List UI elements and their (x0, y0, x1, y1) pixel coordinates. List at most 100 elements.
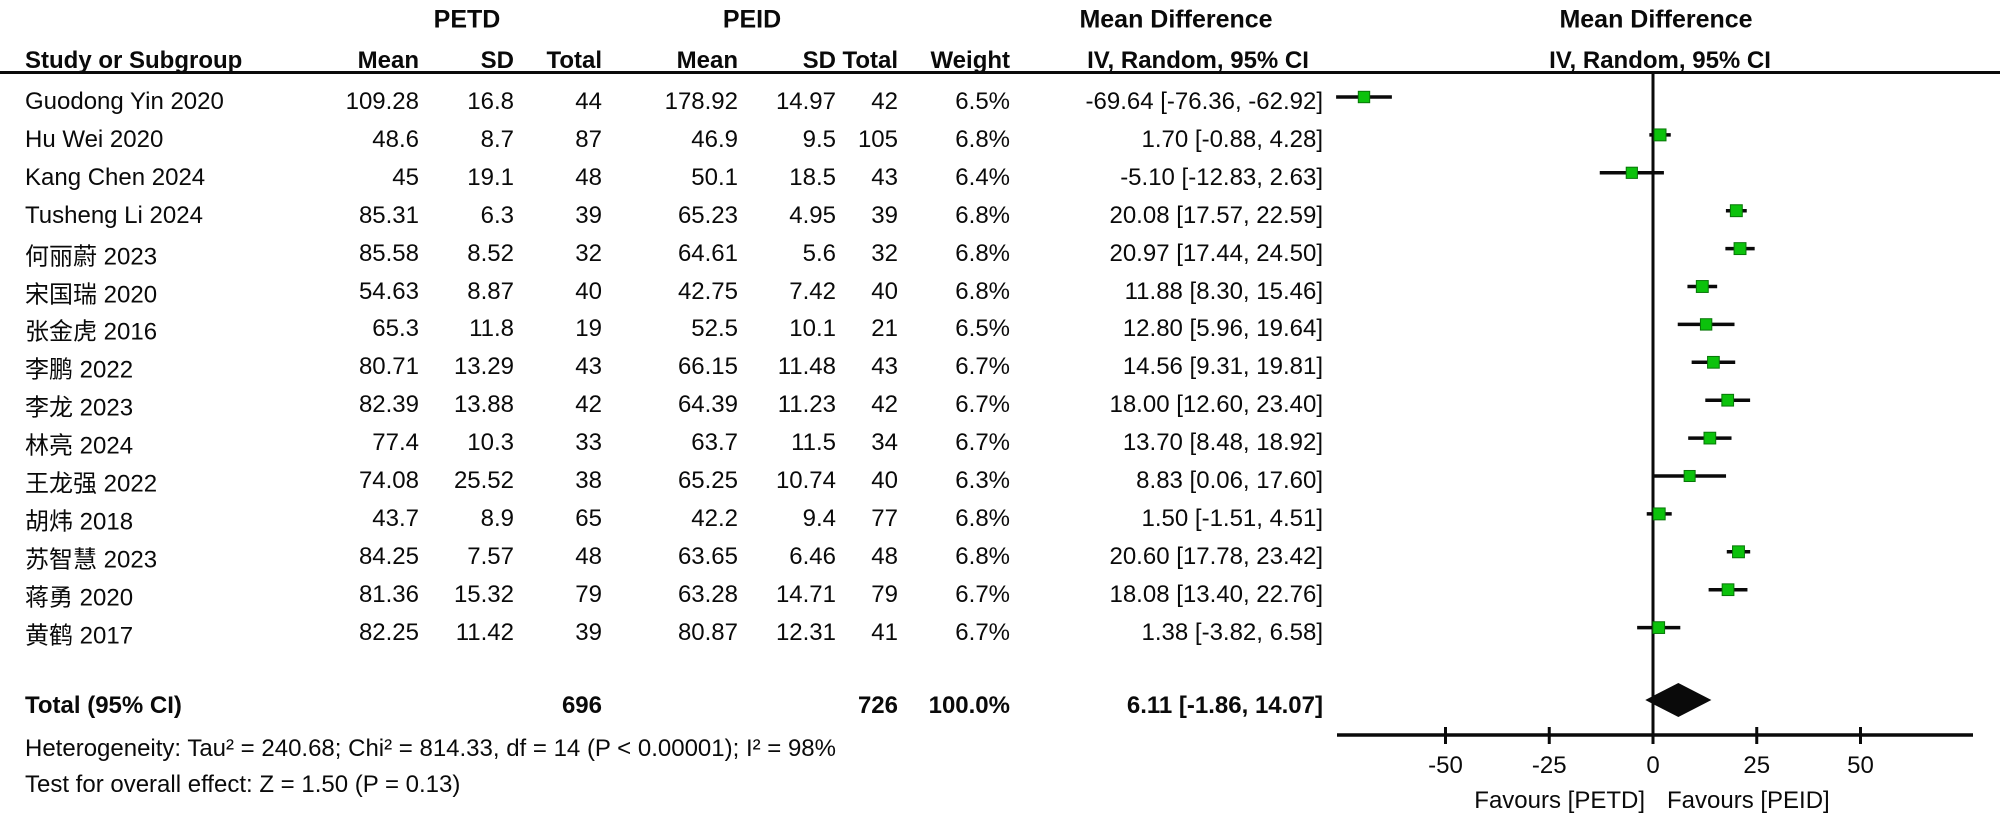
ci-cell: 13.70 [8.48, 18.92] (1122, 429, 1323, 457)
mean1-cell: 54.63 (358, 277, 419, 305)
total1-cell: 32 (575, 239, 602, 267)
mean1-cell: 85.58 (358, 239, 419, 267)
sd1-cell: 16.8 (467, 88, 514, 115)
sd1-cell: 7.57 (467, 542, 514, 570)
mean2-cell: 178.92 (664, 88, 738, 115)
weight-cell: 6.3% (955, 467, 1010, 494)
mean1-cell: 85.31 (358, 201, 419, 229)
axis-tick-label: 50 (1847, 752, 1874, 779)
heterogeneity-note: Heterogeneity: Tau² = 240.68; Chi² = 814… (25, 735, 836, 762)
group2-header: PEID (722, 5, 782, 34)
study-name: Tusheng Li 2024 (25, 201, 203, 229)
total2-cell: 79 (871, 580, 898, 608)
weight-cell: 6.8% (955, 239, 1010, 267)
col-header-total2: Total (842, 47, 898, 74)
col-header-mean1: Mean (357, 47, 419, 74)
ci-cell: 1.38 [-3.82, 6.58] (1141, 618, 1323, 646)
weight-cell: 6.5% (955, 88, 1010, 115)
col-header-sd1: SD (480, 47, 514, 74)
ci-cell: -5.10 [-12.83, 2.63] (1120, 163, 1323, 191)
total2-cell: 43 (871, 353, 898, 381)
effect-header-plot: Mean Difference (1559, 5, 1753, 34)
sd1-cell: 15.32 (453, 580, 514, 608)
sd2-cell: 14.97 (775, 88, 836, 115)
total-n2: 726 (857, 692, 898, 719)
col-header-weight: Weight (930, 47, 1010, 74)
sd1-cell: 10.3 (467, 429, 514, 457)
weight-cell: 6.7% (955, 353, 1010, 381)
col-header-sd2: SD (802, 47, 836, 74)
sd1-cell: 13.88 (453, 391, 514, 419)
total1-cell: 39 (575, 618, 602, 646)
ci-cell: 18.00 [12.60, 23.40] (1109, 391, 1323, 419)
sd2-cell: 5.6 (802, 239, 836, 267)
mean1-cell: 82.39 (358, 391, 419, 419)
sd2-cell: 10.1 (789, 315, 836, 343)
mean1-cell: 65.3 (372, 315, 419, 343)
sd2-cell: 12.31 (775, 618, 836, 646)
total2-cell: 32 (871, 239, 898, 267)
sd2-cell: 11.5 (791, 429, 836, 457)
col-header-ci-table: IV, Random, 95% CI (1087, 47, 1309, 74)
total-label: Total (95% CI) (25, 692, 182, 719)
mean1-cell: 109.28 (345, 88, 419, 115)
mean2-cell: 42.75 (677, 277, 738, 305)
total2-cell: 41 (871, 618, 898, 646)
effect-header-table: Mean Difference (1079, 5, 1273, 34)
total2-cell: 21 (871, 315, 898, 343)
study-name: 李鹏 2022 (25, 356, 134, 384)
ci-cell: 11.88 [8.30, 15.46] (1124, 277, 1323, 305)
mean2-cell: 63.65 (677, 542, 738, 570)
mean2-cell: 64.61 (677, 239, 738, 267)
ci-cell: 12.80 [5.96, 19.64] (1122, 315, 1323, 343)
total1-cell: 65 (575, 504, 602, 532)
weight-cell: 6.8% (955, 277, 1010, 305)
axis-tick-label: -50 (1428, 752, 1463, 779)
effect-square (1357, 90, 1371, 104)
effect-square (1652, 507, 1666, 521)
total2-cell: 34 (871, 429, 898, 457)
study-name: Kang Chen 2024 (25, 163, 206, 191)
sd2-cell: 9.4 (802, 504, 836, 532)
total-weight: 100.0% (928, 692, 1010, 719)
total1-cell: 19 (575, 315, 602, 343)
effect-square (1625, 166, 1638, 179)
total-diamond (1645, 683, 1712, 717)
study-name: Hu Wei 2020 (25, 125, 164, 153)
total1-cell: 87 (575, 125, 602, 153)
mean2-cell: 65.25 (677, 467, 738, 494)
sd1-cell: 8.9 (480, 504, 514, 532)
study-name: 李龙 2023 (25, 394, 134, 422)
ci-cell: 18.08 [13.40, 22.76] (1109, 580, 1323, 608)
study-name: 何丽蔚 2023 (25, 243, 158, 271)
axis-tick-label: 25 (1743, 752, 1771, 779)
sd2-cell: 11.48 (777, 353, 836, 381)
ci-cell: 1.70 [-0.88, 4.28] (1141, 125, 1323, 153)
total2-cell: 42 (871, 391, 898, 419)
total1-cell: 38 (575, 467, 602, 494)
total1-cell: 42 (575, 391, 602, 419)
sd1-cell: 25.52 (453, 467, 514, 494)
study-name: 张金虎 2016 (25, 318, 158, 346)
sd2-cell: 7.42 (789, 277, 836, 305)
mean2-cell: 65.23 (677, 201, 738, 229)
weight-cell: 6.7% (955, 580, 1010, 608)
total1-cell: 44 (575, 88, 602, 115)
mean2-cell: 64.39 (677, 391, 738, 419)
effect-square (1729, 204, 1743, 218)
favours-right-label: Favours [PEID] (1667, 787, 1830, 814)
total1-cell: 40 (575, 277, 602, 305)
weight-cell: 6.7% (955, 391, 1010, 419)
weight-cell: 6.8% (955, 201, 1010, 229)
total1-cell: 79 (575, 580, 602, 608)
study-name: 蒋勇 2020 (25, 584, 134, 612)
axis-tick-label: 0 (1646, 752, 1660, 779)
sd2-cell: 9.5 (802, 125, 836, 153)
mean1-cell: 45 (392, 163, 419, 191)
mean2-cell: 52.5 (691, 315, 738, 343)
weight-cell: 6.5% (955, 315, 1010, 343)
sd1-cell: 11.42 (455, 618, 514, 646)
col-header-study: Study or Subgroup (25, 47, 243, 74)
mean2-cell: 46.9 (691, 125, 738, 153)
